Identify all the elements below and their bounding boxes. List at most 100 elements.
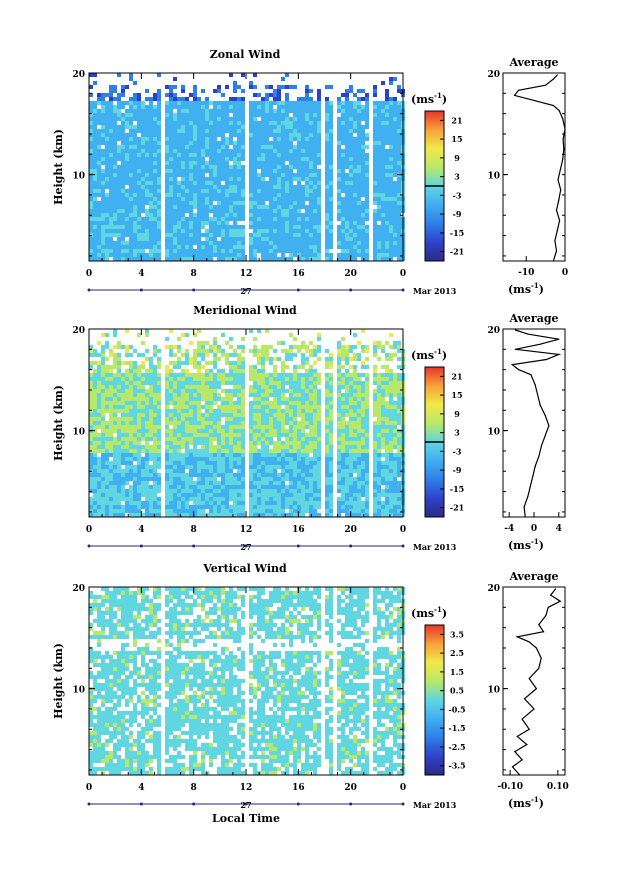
heatmap-cell — [121, 85, 125, 89]
heatmap-cell — [249, 109, 253, 113]
heatmap-cell — [121, 389, 125, 393]
heatmap-cell — [193, 193, 197, 197]
heatmap-cell — [225, 193, 229, 197]
heatmap-cell — [125, 225, 129, 229]
heatmap-cell — [349, 157, 353, 161]
heatmap-cell — [109, 185, 113, 189]
heatmap-cell — [205, 161, 209, 165]
heatmap-cell — [165, 477, 169, 481]
heatmap-cell — [213, 217, 217, 221]
heatmap-cell — [213, 489, 217, 493]
heatmap-cell — [125, 501, 129, 505]
heatmap-cell — [145, 333, 149, 337]
heatmap-cell — [189, 489, 193, 493]
heatmap-cell — [265, 137, 269, 141]
heatmap-cell — [297, 161, 301, 165]
heatmap-cell — [361, 109, 365, 113]
heatmap-cell — [265, 249, 269, 253]
profile-point — [558, 219, 561, 221]
heatmap-cell — [113, 145, 117, 149]
heatmap-cell — [285, 233, 289, 237]
heatmap-cell — [221, 465, 225, 469]
heatmap-cell — [165, 105, 169, 109]
heatmap-cell — [329, 85, 333, 89]
heatmap-cell — [365, 117, 369, 121]
heatmap-cell — [253, 405, 257, 409]
heatmap-cell — [129, 413, 133, 417]
heatmap-cell — [197, 117, 201, 121]
heatmap-cell — [145, 445, 149, 449]
heatmap-cell — [381, 117, 385, 121]
heatmap-cell — [173, 481, 177, 485]
heatmap-cell — [157, 497, 161, 501]
heatmap-cell — [109, 241, 113, 245]
heatmap-cell — [237, 173, 241, 177]
heatmap-cell — [153, 161, 157, 165]
heatmap-cell — [289, 149, 293, 153]
heatmap-cell — [273, 429, 277, 433]
heatmap-cell — [273, 233, 277, 237]
heatmap-cell — [197, 237, 201, 241]
heatmap-cell — [249, 481, 253, 485]
heatmap-cell — [389, 241, 393, 245]
heatmap-cell — [225, 441, 229, 445]
heatmap-cell — [125, 181, 129, 185]
heatmap-cell — [213, 249, 217, 253]
heatmap-cell — [181, 113, 185, 117]
heatmap-cell — [113, 213, 117, 217]
heatmap-cell — [153, 229, 157, 233]
heatmap-cell — [93, 445, 97, 449]
heatmap-cell — [217, 85, 221, 89]
heatmap-cell — [193, 429, 197, 433]
heatmap-cell — [233, 389, 237, 393]
heatmap-cell — [165, 373, 169, 377]
heatmap-cell — [277, 129, 281, 133]
heatmap-cell — [121, 381, 125, 385]
heatmap-cell — [117, 225, 121, 229]
heatmap-cell — [149, 497, 153, 501]
heatmap-cell — [173, 105, 177, 109]
heatmap-cell — [385, 109, 389, 113]
heatmap-cell — [325, 141, 329, 145]
heatmap-cell — [133, 177, 137, 181]
heatmap-cell — [193, 465, 197, 469]
heatmap-cell — [197, 329, 201, 333]
heatmap-cell — [97, 153, 101, 157]
heatmap-cell — [337, 153, 341, 157]
heatmap-cell — [233, 381, 237, 385]
heatmap-cell — [213, 241, 217, 245]
heatmap-cell — [189, 437, 193, 441]
heatmap-cell — [109, 389, 113, 393]
heatmap-cell — [277, 209, 281, 213]
heatmap-cell — [397, 129, 401, 133]
heatmap-cell — [93, 241, 97, 245]
heatmap-cell — [173, 377, 177, 381]
heatmap-cell — [185, 249, 189, 253]
heatmap-cell — [97, 481, 101, 485]
heatmap-cell — [101, 189, 105, 193]
heatmap-cell — [117, 181, 121, 185]
heatmap-cell — [129, 365, 133, 369]
heatmap-cell — [109, 409, 113, 413]
heatmap-cell — [137, 229, 141, 233]
heatmap-cell — [229, 257, 233, 261]
heatmap-cell — [177, 401, 181, 405]
heatmap-cell — [105, 237, 109, 241]
heatmap-cell — [249, 161, 253, 165]
heatmap-cell — [269, 377, 273, 381]
heatmap-cell — [241, 237, 245, 241]
heatmap-cell — [213, 137, 217, 141]
heatmap-cell — [133, 501, 137, 505]
heatmap-cell — [397, 117, 401, 121]
heatmap-cell — [157, 465, 161, 469]
heatmap-cell — [109, 213, 113, 217]
heatmap-cell — [105, 129, 109, 133]
heatmap-cell — [345, 153, 349, 157]
heatmap-cell — [133, 453, 137, 457]
heatmap-cell — [125, 369, 129, 373]
heatmap-cell — [173, 365, 177, 369]
heatmap-cell — [241, 449, 245, 453]
heatmap-cell — [145, 237, 149, 241]
heatmap-cell — [257, 477, 261, 481]
heatmap-cell — [149, 133, 153, 137]
